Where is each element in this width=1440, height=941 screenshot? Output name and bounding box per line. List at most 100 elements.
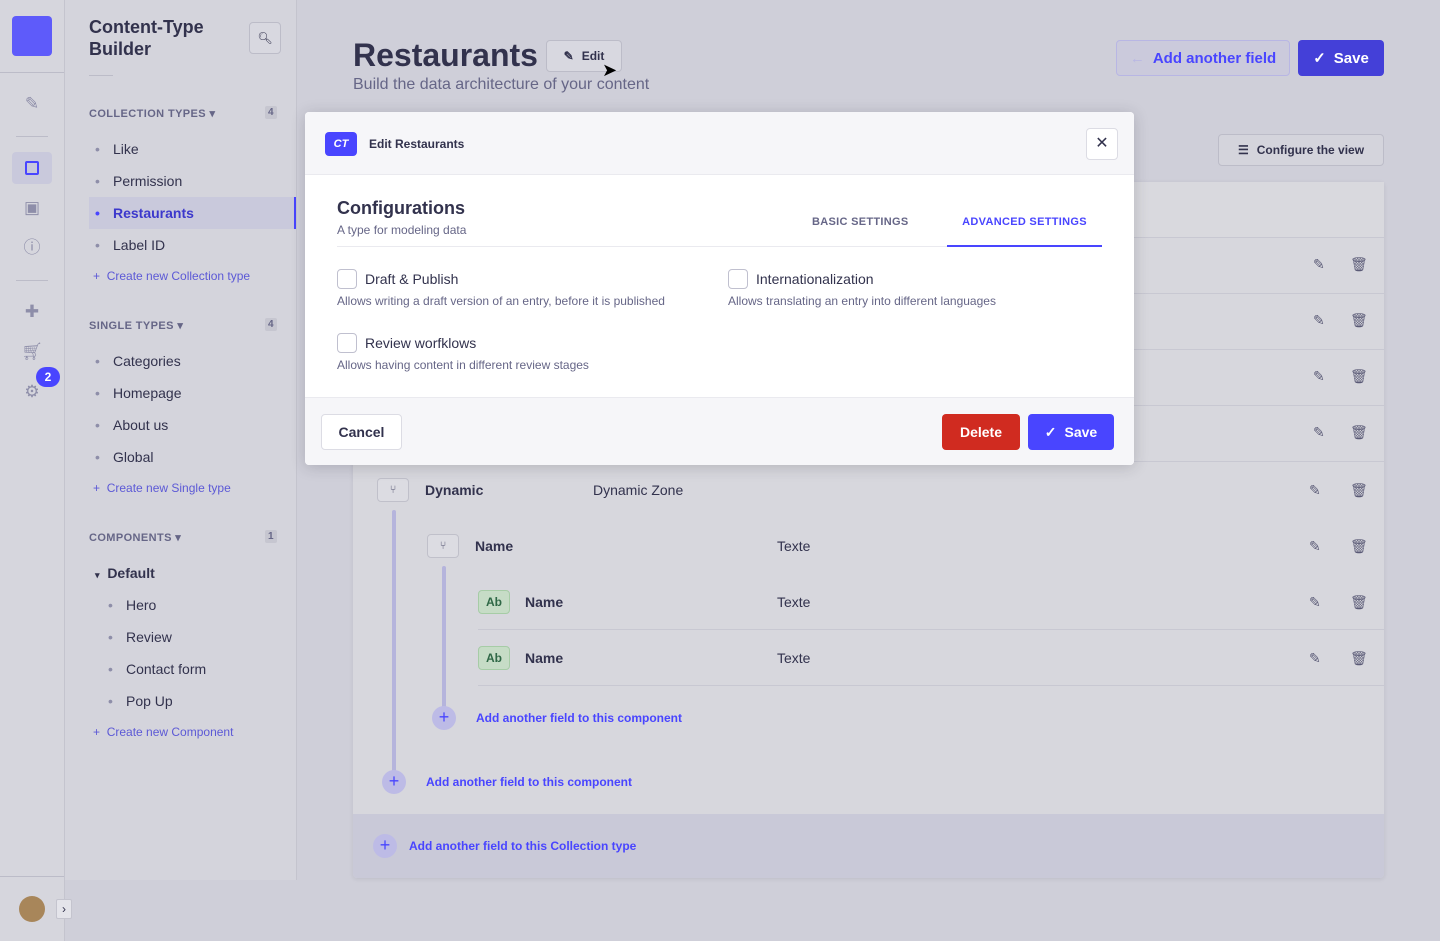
edit-button[interactable]: ✎ Edit: [546, 40, 622, 72]
sidebar-item-label-id[interactable]: Label ID: [89, 229, 296, 261]
content-manager-icon[interactable]: ✎: [24, 94, 40, 113]
mouse-cursor-icon: ➤: [602, 60, 618, 80]
modal-save-button[interactable]: ✓ Save: [1028, 414, 1114, 450]
plugins-puzzle-icon[interactable]: ✚: [24, 302, 40, 321]
modal-title: Edit Restaurants: [369, 137, 465, 151]
add-plus-icon[interactable]: +: [382, 770, 406, 794]
field-type: Texte: [777, 538, 811, 554]
edit-pencil-icon[interactable]: ✎: [1309, 538, 1321, 554]
trash-icon[interactable]: 🗑︎: [1350, 368, 1368, 384]
component-icon: ⑂: [427, 534, 459, 558]
component-group-default[interactable]: ▾ Default: [95, 565, 155, 581]
sidebar-item-global[interactable]: Global: [89, 441, 296, 473]
create-component-link[interactable]: + Create new Component: [93, 725, 234, 739]
sidebar-item-about-us[interactable]: About us: [89, 409, 296, 441]
sidebar-item-categories[interactable]: Categories: [89, 345, 296, 377]
components-heading[interactable]: COMPONENTS ▾: [89, 532, 182, 544]
add-another-field-button[interactable]: ← Add another field: [1116, 40, 1290, 76]
review-workflows-checkbox[interactable]: [337, 333, 357, 353]
add-field-to-component-link[interactable]: Add another field to this component: [476, 711, 682, 725]
tab-basic-settings[interactable]: BASIC SETTINGS: [812, 216, 909, 228]
create-collection-type-link[interactable]: + Create new Collection type: [93, 269, 251, 283]
modal-heading: Configurations: [337, 198, 465, 218]
edit-pencil-icon[interactable]: ✎: [1313, 368, 1325, 384]
trash-icon[interactable]: 🗑︎: [1350, 424, 1368, 440]
user-avatar[interactable]: [19, 896, 45, 922]
search-icon: 🔍︎: [257, 31, 273, 45]
save-button[interactable]: ✓ Save: [1298, 40, 1384, 76]
cancel-button[interactable]: Cancel: [321, 414, 402, 450]
media-library-icon[interactable]: ▣: [23, 198, 41, 217]
dynamic-zone-icon: ⑂: [377, 478, 409, 502]
internationalization-description: Allows translating an entry into differe…: [728, 294, 996, 308]
trash-icon[interactable]: 🗑︎: [1350, 538, 1368, 554]
marketplace-cart-icon[interactable]: 🛒︎: [21, 342, 43, 361]
field-name: Dynamic: [425, 482, 484, 498]
field-name: Name: [525, 594, 564, 610]
expand-nav-chevron-icon[interactable]: ›: [56, 899, 72, 919]
sidebar-item-like[interactable]: Like: [89, 133, 296, 165]
add-plus-icon[interactable]: +: [432, 706, 456, 730]
edit-pencil-icon[interactable]: ✎: [1309, 594, 1321, 610]
divider: [89, 75, 113, 76]
caret-down-icon: ▾: [95, 570, 100, 580]
modal-footer: Cancel Delete ✓ Save: [305, 397, 1134, 465]
add-plus-icon: +: [373, 834, 397, 858]
components-count: 1: [265, 530, 277, 543]
single-types-heading[interactable]: SINGLE TYPES ▾: [89, 320, 184, 332]
edit-pencil-icon[interactable]: ✎: [1313, 424, 1325, 440]
sidebar-item-homepage[interactable]: Homepage: [89, 377, 296, 409]
check-icon: ✓: [1313, 50, 1326, 67]
create-single-type-link[interactable]: + Create new Single type: [93, 481, 231, 495]
trash-icon[interactable]: 🗑︎: [1350, 482, 1368, 498]
notification-badge: 2: [36, 367, 60, 387]
trash-icon[interactable]: 🗑︎: [1350, 256, 1368, 272]
sidebar-item-review[interactable]: Review: [102, 621, 309, 653]
sidebar-title: Content-Type Builder: [89, 17, 204, 59]
configure-view-button[interactable]: ☰ Configure the view: [1218, 134, 1384, 166]
delete-button[interactable]: Delete: [942, 414, 1020, 450]
add-field-footer[interactable]: + Add another field to this Collection t…: [353, 814, 1384, 878]
settings-gear-icon[interactable]: ⚙: [24, 382, 40, 401]
collection-types-count: 4: [265, 106, 277, 119]
strapi-logo[interactable]: [12, 16, 52, 56]
edit-pencil-icon[interactable]: ✎: [1313, 312, 1325, 328]
divider: [0, 72, 64, 73]
edit-pencil-icon[interactable]: ✎: [1313, 256, 1325, 272]
divider: [16, 136, 48, 137]
sidebar-item-restaurants[interactable]: Restaurants: [89, 197, 296, 229]
sidebar-item-permission[interactable]: Permission: [89, 165, 296, 197]
draft-publish-label: Draft & Publish: [365, 271, 459, 287]
check-icon: ✓: [1044, 423, 1057, 440]
trash-icon[interactable]: 🗑︎: [1350, 650, 1368, 666]
sidebar-item-hero[interactable]: Hero: [102, 589, 309, 621]
edit-pencil-icon[interactable]: ✎: [1309, 650, 1321, 666]
page-title: Restaurants: [353, 37, 538, 73]
internationalization-checkbox[interactable]: [728, 269, 748, 289]
close-button[interactable]: ✕: [1086, 128, 1118, 160]
search-button[interactable]: 🔍︎: [249, 22, 281, 54]
content-type-badge: CT: [325, 132, 357, 156]
add-field-to-collection-link[interactable]: Add another field to this Collection typ…: [409, 839, 637, 853]
content-type-builder-nav[interactable]: [12, 152, 52, 184]
arrow-left-icon: ←: [1129, 49, 1145, 67]
sidebar-item-contact-form[interactable]: Contact form: [102, 653, 309, 685]
edit-content-type-modal: CT Edit Restaurants ✕ Configurations A t…: [305, 112, 1134, 465]
divider: [16, 280, 48, 281]
info-icon[interactable]: ⓘ: [23, 238, 41, 257]
pencil-icon: ✎: [563, 49, 574, 63]
draft-publish-checkbox[interactable]: [337, 269, 357, 289]
text-type-icon: Ab: [478, 646, 510, 670]
edit-pencil-icon[interactable]: ✎: [1309, 482, 1321, 498]
tab-advanced-settings[interactable]: ADVANCED SETTINGS: [947, 208, 1102, 247]
trash-icon[interactable]: 🗑︎: [1350, 594, 1368, 610]
internationalization-label: Internationalization: [756, 271, 874, 287]
component-row: ⑂ Name Texte ✎ 🗑︎: [353, 518, 1384, 574]
layout-icon: [25, 161, 39, 175]
trash-icon[interactable]: 🗑︎: [1350, 312, 1368, 328]
add-field-to-component-link[interactable]: Add another field to this component: [426, 775, 632, 789]
dynamic-zone-row: ⑂ Dynamic Dynamic Zone ✎ 🗑︎: [353, 462, 1384, 518]
collection-types-heading[interactable]: COLLECTION TYPES ▾: [89, 108, 216, 120]
text-field-row: Ab Name Texte ✎ 🗑︎: [478, 630, 1384, 686]
sidebar-item-pop-up[interactable]: Pop Up: [102, 685, 309, 717]
